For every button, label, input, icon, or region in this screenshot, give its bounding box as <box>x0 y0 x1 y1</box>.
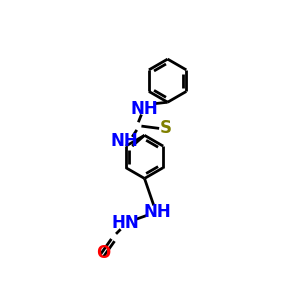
Text: S: S <box>159 119 171 137</box>
Text: NH: NH <box>111 133 138 151</box>
Text: NH: NH <box>144 202 172 220</box>
Text: O: O <box>97 244 111 262</box>
Text: NH: NH <box>130 100 158 118</box>
Text: HN: HN <box>111 214 139 232</box>
